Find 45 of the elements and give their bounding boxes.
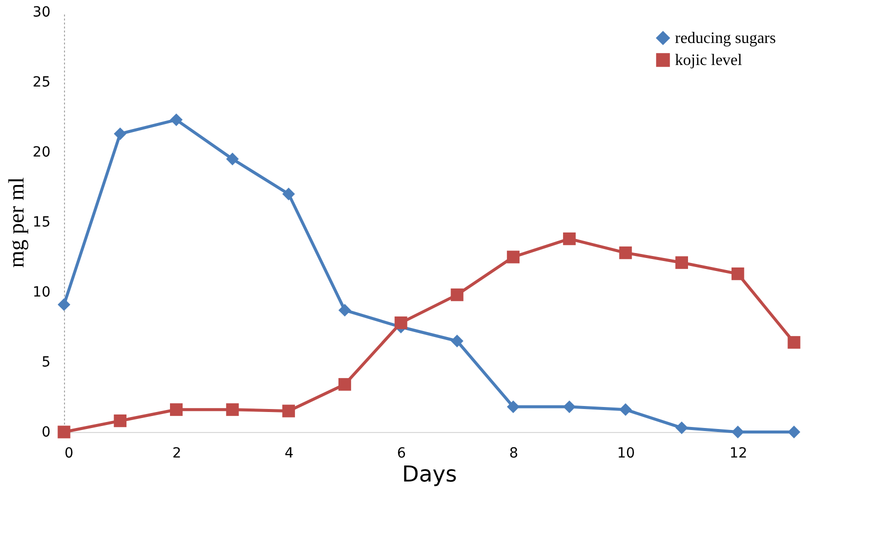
y-tick-label: 25 [32, 74, 50, 90]
y-tick-label: 20 [32, 144, 50, 160]
point [58, 426, 70, 438]
y-axis-title: mg per ml [4, 177, 29, 268]
point [563, 232, 576, 246]
point [675, 256, 688, 269]
point [226, 152, 239, 166]
point [114, 414, 126, 428]
point [394, 316, 408, 330]
x-tick-label: 10 [617, 446, 635, 462]
x-tick-label: 6 [396, 446, 406, 462]
point [226, 403, 239, 416]
point [282, 404, 295, 418]
point [788, 426, 800, 438]
point [619, 246, 632, 260]
point [338, 304, 352, 317]
y-tick-label: 5 [42, 354, 50, 370]
point [788, 336, 800, 349]
x-tick-label: 12 [729, 446, 748, 462]
x-tick-label: 4 [284, 446, 294, 462]
point [675, 421, 688, 434]
point [58, 298, 70, 311]
point [732, 267, 744, 280]
legend-label: reducing sugars [675, 30, 776, 47]
x-axis-title: Days [402, 462, 457, 488]
y-tick-label: 0 [42, 424, 50, 440]
point [506, 400, 520, 414]
point [170, 113, 183, 126]
y-tick-label: 15 [32, 214, 50, 230]
x-tick-label: 8 [509, 446, 518, 462]
point [450, 334, 464, 348]
point [114, 127, 126, 140]
point [563, 400, 576, 414]
x-tick-label: 2 [172, 446, 182, 462]
point [450, 288, 464, 302]
point [282, 188, 295, 200]
point [338, 378, 352, 391]
y-tick-label: 10 [32, 284, 50, 300]
point [619, 403, 632, 416]
point [506, 250, 520, 264]
legend-label: kojic level [675, 52, 743, 69]
y-tick-label: 30 [32, 4, 50, 20]
x-tick-label: 0 [64, 446, 74, 462]
point [170, 403, 183, 416]
point [732, 426, 744, 438]
